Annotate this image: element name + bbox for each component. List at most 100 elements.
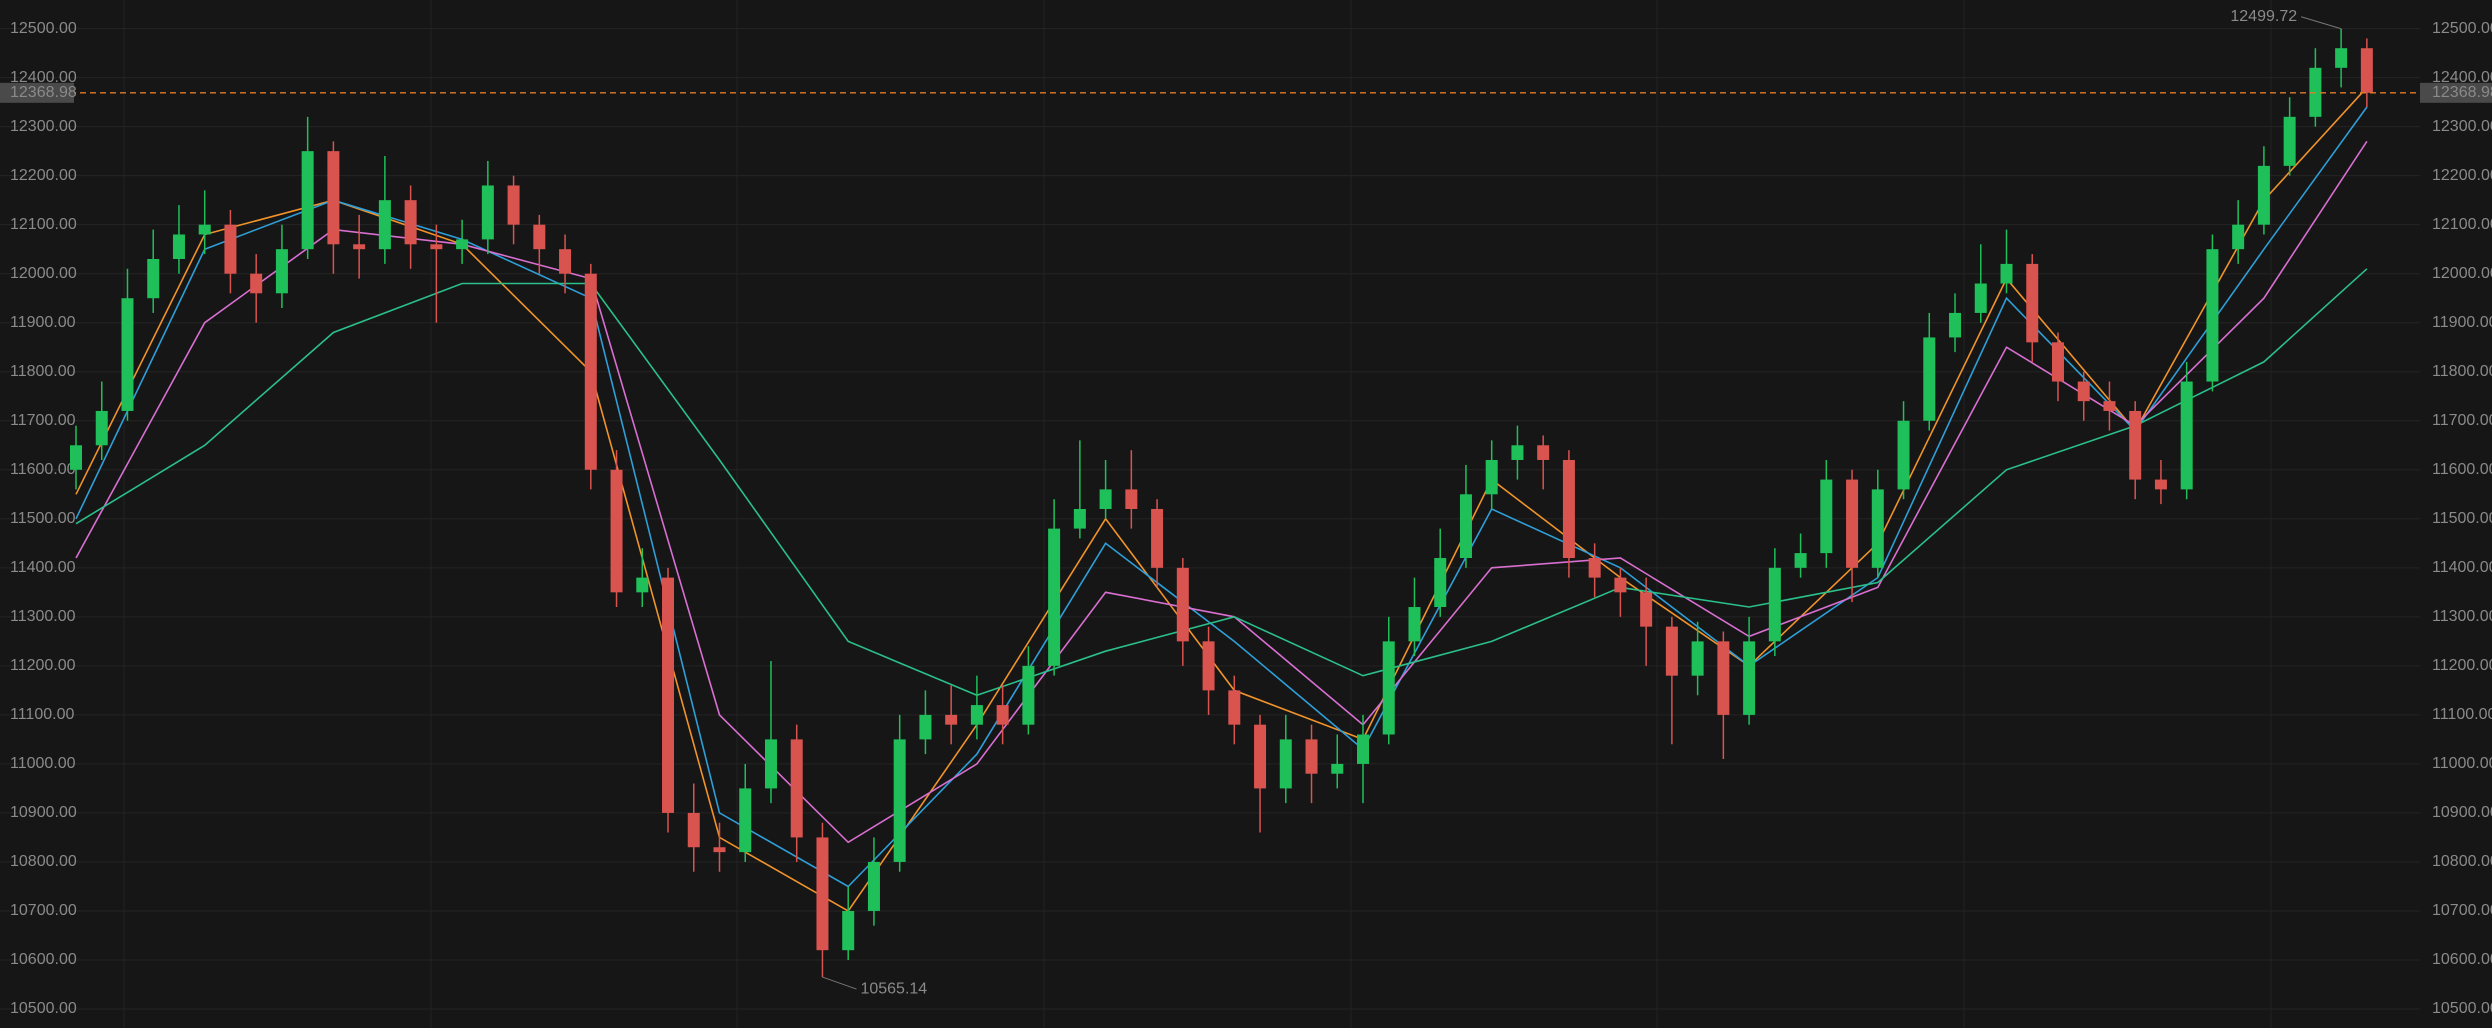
candle-body [1820,479,1833,554]
y-tick-label-left: 12100.00 [10,216,77,233]
y-tick-label-right: 11100.00 [2432,706,2492,723]
last-price-box-left [0,82,74,103]
candle-body [713,847,726,853]
candle-body [1048,528,1061,666]
y-tick-label-right: 11200.00 [2432,657,2492,674]
candle-body [1357,734,1369,764]
candle-body [1125,489,1138,509]
candle-body [481,185,494,240]
candle-body [533,224,546,250]
candle-body [1974,283,1987,313]
candle-body [2051,342,2064,382]
candle-body [867,861,880,911]
candle-body [353,244,366,250]
y-tick-label-right: 10600.00 [2432,951,2492,968]
y-tick-label-right: 10500.00 [2432,1000,2492,1017]
y-tick-label-right: 11500.00 [2432,510,2492,527]
last-price-box-right [2420,82,2492,103]
candle-body [1588,558,1601,578]
candle-body [764,739,777,789]
candle-body [842,910,855,951]
candle-body [584,273,597,470]
candle-body [430,244,443,250]
y-tick-label-right: 12400.00 [2432,69,2492,86]
high-marker-leader [2300,16,2342,30]
candle-body [1691,641,1704,676]
candle-body [1717,641,1730,715]
candle-body [1202,641,1215,691]
candle-body [945,714,958,725]
y-tick-label-left: 10600.00 [10,951,77,968]
candle-body [2077,381,2090,402]
candle-body [816,837,829,951]
candle-body [275,249,288,294]
last-price-label-right: 12368.98 [2432,84,2492,101]
candle-body [1562,459,1575,559]
high-marker-label: 12499.72 [2230,8,2297,25]
y-tick-label-left: 11500.00 [10,510,76,527]
candle-body [1151,508,1164,568]
y-tick-label-left: 11600.00 [10,461,76,478]
candle-body [2000,263,2013,284]
low-marker-label: 10565.14 [860,980,927,997]
y-tick-label-right: 11300.00 [2432,608,2492,625]
candle-body [224,224,237,274]
y-tick-label-left: 11400.00 [10,559,76,576]
low-marker-leader [822,976,857,990]
candle-body [1897,420,1910,490]
candle-body [2154,479,2167,490]
candle-body [1485,459,1498,495]
candle-body [1305,739,1318,774]
candle-body [1459,494,1472,559]
candle-body [2283,116,2296,166]
y-tick-label-left: 10500.00 [10,1000,77,1017]
candle-body [970,705,983,725]
y-tick-label-left: 11000.00 [10,755,76,772]
candle-body [2257,165,2270,225]
moving-average-line [75,268,2368,697]
y-tick-label-right: 11900.00 [2432,314,2492,331]
y-tick-label-right: 11000.00 [2432,755,2492,772]
candle-body [559,249,572,274]
y-tick-label-right: 10700.00 [2432,902,2492,919]
y-tick-label-right: 12300.00 [2432,118,2492,135]
candle-body [687,812,700,848]
candle-body [893,739,906,862]
candle-body [1331,763,1344,774]
candle-body [739,788,752,853]
candle-body [2103,401,2116,411]
y-tick-label-right: 10800.00 [2432,853,2492,870]
vertical-grid [123,0,2272,1028]
y-tick-label-right: 12100.00 [2432,216,2492,233]
candle-body [790,739,803,838]
candle-body [1228,690,1241,725]
candle-body [1743,641,1756,715]
candle-body [2360,48,2373,93]
y-tick-label-left: 11800.00 [10,363,76,380]
y-tick-label-left: 10800.00 [10,853,77,870]
candle-body [1176,567,1189,642]
candle-body [1923,337,1936,421]
candle-body [1279,739,1292,789]
candle-body [2129,410,2142,480]
candle-body [2026,263,2039,343]
candle-body [70,445,82,470]
candle-body [507,185,520,225]
candle-body [919,714,932,740]
y-tick-label-left: 10900.00 [10,804,77,821]
y-tick-label-left: 12200.00 [10,167,77,184]
candle-body [1768,567,1781,642]
candle-body [1537,445,1550,460]
candle-body [456,239,469,250]
candle-body [1408,607,1421,642]
y-tick-label-right: 12000.00 [2432,265,2492,282]
y-tick-label-left: 11900.00 [10,314,76,331]
candle-body [250,273,263,294]
candle-body [1382,641,1395,735]
y-tick-label-right: 11600.00 [2432,461,2492,478]
y-tick-label-left: 10700.00 [10,902,77,919]
candle-body [996,705,1009,725]
y-tick-label-right: 11400.00 [2432,559,2492,576]
candle-body [378,200,391,250]
